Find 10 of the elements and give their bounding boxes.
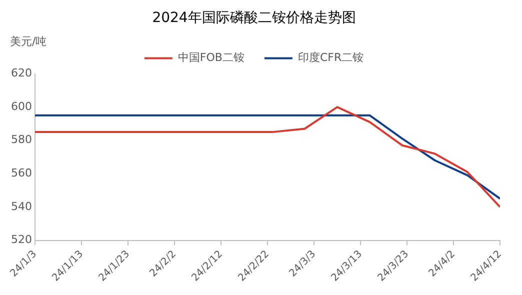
chart-title: 2024年国际磷酸二铵价格走势图 bbox=[152, 10, 356, 26]
y-axis-title: 美元/吨 bbox=[10, 34, 47, 48]
y-tick-label: 600 bbox=[10, 100, 32, 113]
legend-label: 印度CFR二铵 bbox=[298, 51, 364, 64]
y-tick-label: 580 bbox=[10, 133, 32, 146]
y-tick-label: 520 bbox=[10, 233, 32, 246]
y-tick-label: 540 bbox=[10, 200, 32, 213]
y-tick-label: 620 bbox=[10, 66, 32, 80]
legend-label: 中国FOB二铵 bbox=[178, 51, 244, 64]
y-tick-label: 560 bbox=[10, 166, 32, 180]
